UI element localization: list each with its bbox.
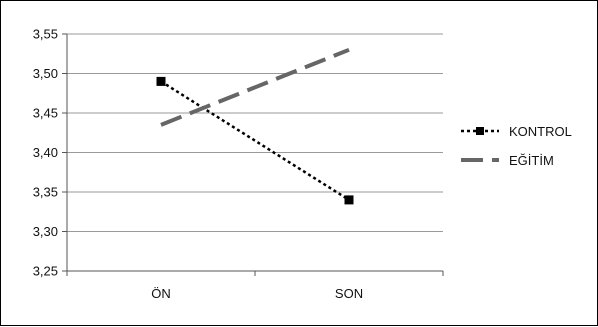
series-kontrol	[156, 76, 354, 205]
legend-marker	[476, 127, 484, 135]
x-tick-label: SON	[335, 286, 363, 301]
y-tick-label: 3,40	[33, 145, 58, 160]
y-tick-label: 3,55	[33, 27, 58, 42]
x-axis-tick-labels: ÖN SON	[151, 286, 363, 301]
legend: KONTROL EĞİTİM	[461, 124, 572, 168]
legend-label: EĞİTİM	[509, 153, 554, 168]
y-tick-label: 3,45	[33, 106, 58, 121]
y-tick-label: 3,30	[33, 224, 58, 239]
grid-lines	[67, 33, 443, 232]
legend-item: EĞİTİM	[461, 153, 554, 168]
legend-label: KONTROL	[509, 124, 572, 139]
series	[156, 47, 354, 205]
y-tick-label: 3,35	[33, 185, 58, 200]
series-eği̇ti̇m	[160, 47, 350, 127]
y-axis-tick-labels: 3,25 3,30 3,35 3,40 3,45 3,50 3,55	[33, 27, 58, 279]
data-point-marker	[156, 76, 166, 86]
series-line	[160, 80, 350, 201]
legend-item: KONTROL	[461, 124, 572, 139]
x-tick-label: ÖN	[151, 286, 171, 301]
axes	[62, 33, 444, 276]
data-point-marker	[344, 195, 354, 205]
y-tick-label: 3,25	[33, 264, 58, 279]
y-tick-label: 3,50	[33, 66, 58, 81]
series-line	[160, 47, 350, 127]
